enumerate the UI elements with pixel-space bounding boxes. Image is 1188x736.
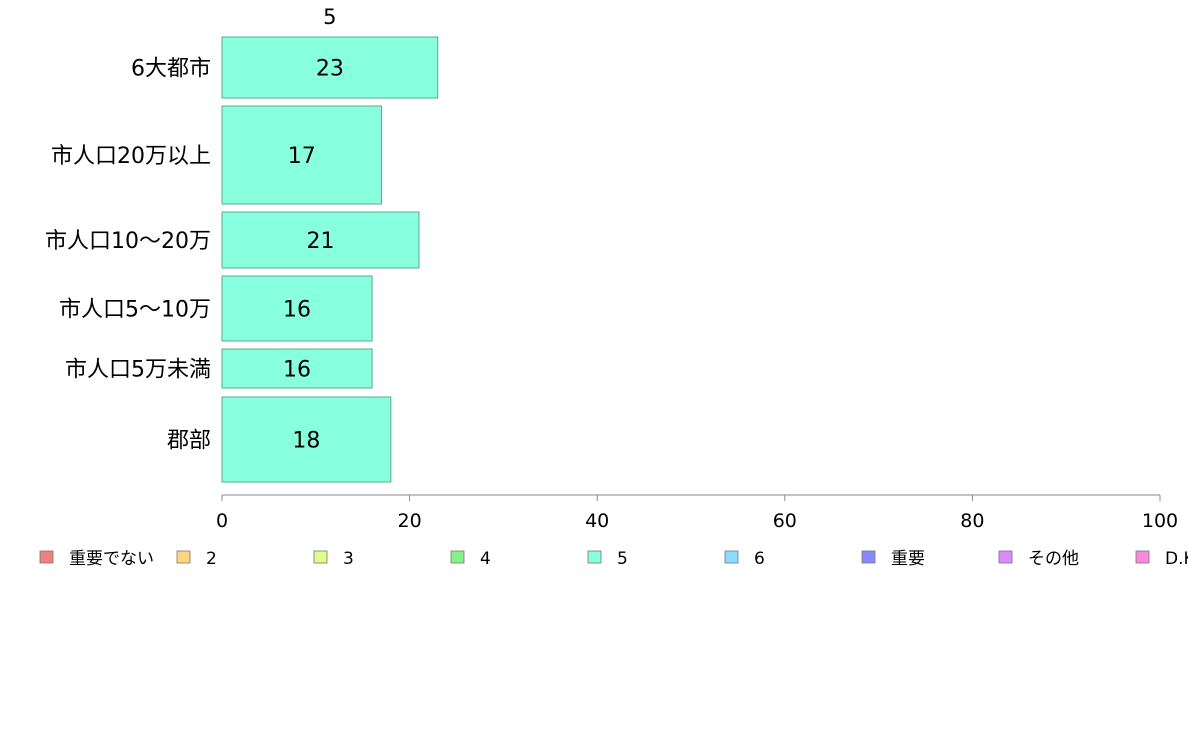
x-tick-label: 100 [1142, 510, 1178, 532]
legend-swatch [724, 550, 739, 564]
x-axis: 0 20 40 60 80 100 [216, 494, 1178, 532]
legend: 重要でない 2 3 4 5 6 重要 その他 D.K. [39, 549, 1188, 569]
legend-label: その他 [1028, 549, 1079, 569]
x-tick-label: 0 [216, 510, 228, 532]
category-label: 市人口20万以上 [51, 144, 211, 169]
bar-4 [221, 348, 373, 389]
x-tick-label: 20 [398, 510, 422, 532]
bars-group: 23 17 21 16 16 18 [221, 36, 439, 483]
data-label: 23 [316, 57, 344, 82]
legend-swatch [39, 550, 54, 564]
legend-label: 6 [754, 549, 765, 569]
legend-swatch [176, 550, 191, 564]
legend-label: 4 [480, 549, 491, 569]
data-label: 18 [292, 429, 320, 454]
legend-label: D.K. [1165, 549, 1188, 569]
legend-swatch [313, 550, 328, 564]
x-tick-label: 60 [773, 510, 797, 532]
bar-0 [221, 36, 439, 99]
bar-3 [221, 275, 373, 342]
legend-swatch [450, 550, 465, 564]
data-label: 16 [283, 358, 311, 383]
legend-label: 3 [343, 549, 354, 569]
bar-5 [221, 396, 392, 483]
legend-swatch [1135, 550, 1150, 564]
legend-label: 5 [617, 549, 628, 569]
category-label: 市人口5万未満 [65, 358, 211, 383]
legend-label: 重要 [891, 549, 925, 569]
x-tick-label: 80 [960, 510, 984, 532]
category-label: 郡部 [167, 429, 211, 454]
legend-swatch [998, 550, 1013, 564]
category-label: 市人口5〜10万 [59, 298, 211, 323]
data-label: 21 [306, 229, 334, 254]
legend-swatch [861, 550, 876, 564]
category-label: 市人口10〜20万 [45, 229, 211, 254]
legend-label: 重要でない [69, 549, 154, 569]
data-label: 16 [283, 298, 311, 323]
legend-label: 2 [206, 549, 217, 569]
legend-swatch [587, 550, 602, 564]
bar-1 [221, 105, 382, 205]
x-tick-label: 40 [585, 510, 609, 532]
series-title: 5 [323, 5, 336, 29]
data-label: 17 [288, 144, 316, 169]
bar-2 [221, 211, 420, 269]
category-label: 6大都市 [131, 57, 211, 82]
